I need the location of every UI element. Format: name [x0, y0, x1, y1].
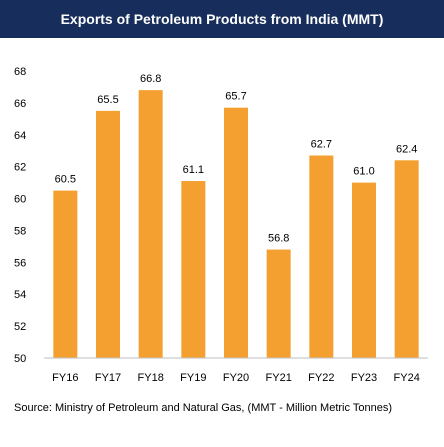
- bar-fy19: [181, 181, 206, 358]
- bar-fy17: [96, 110, 120, 358]
- x-tick-label: FY22: [308, 372, 334, 384]
- y-tick-label: 52: [14, 321, 26, 333]
- bar-fy18: [138, 90, 163, 358]
- bar-fy22: [309, 155, 334, 358]
- x-tick-label: FY19: [180, 372, 206, 384]
- y-tick-label: 56: [14, 257, 26, 269]
- x-tick-label: FY17: [95, 372, 121, 384]
- data-label: 61.0: [353, 166, 374, 178]
- source-note: Source: Ministry of Petroleum and Natura…: [14, 402, 392, 414]
- y-tick-label: 54: [14, 289, 26, 301]
- x-tick-label: FY18: [138, 372, 164, 384]
- data-label: 60.5: [55, 174, 76, 186]
- x-tick-label: FY24: [394, 372, 420, 384]
- y-tick-label: 50: [14, 353, 26, 365]
- y-tick-label: 64: [14, 130, 26, 142]
- y-tick-label: 60: [14, 194, 26, 206]
- chart-header: Exports of Petroleum Products from India…: [0, 0, 444, 38]
- data-label: 65.7: [225, 91, 246, 103]
- data-label: 66.8: [140, 73, 161, 85]
- x-tick-label: FY23: [351, 372, 377, 384]
- bar-fy16: [53, 190, 78, 358]
- data-label: 62.4: [396, 143, 417, 155]
- x-tick-label: FY20: [223, 372, 249, 384]
- x-tick-label: FY21: [266, 372, 292, 384]
- bar-fy23: [352, 182, 376, 358]
- y-tick-label: 62: [14, 162, 26, 174]
- bar-fy20: [224, 107, 248, 358]
- y-tick-label: 58: [14, 225, 26, 237]
- bar-chart: 50 52 54 56 58 60 62 64 66 68 60.5 65.5 66.8 61.1 65.…: [14, 66, 428, 384]
- data-label: 56.8: [268, 233, 289, 245]
- bar-fy24: [394, 160, 419, 358]
- data-label: 61.1: [183, 164, 204, 176]
- y-tick-label: 68: [14, 66, 26, 78]
- data-label: 65.5: [97, 94, 118, 106]
- data-labels-group: 60.5 65.5 66.8 61.1 65.7 56.8 62.7 61.0 62.4: [55, 73, 418, 244]
- bar-fy21: [266, 249, 291, 358]
- x-axis: FY16 FY17 FY18 FY19 FY20 FY21 FY22 FY23 FY24: [44, 357, 428, 384]
- x-tick-label: FY16: [52, 372, 78, 384]
- bars-group: [53, 90, 419, 358]
- y-axis: 50 52 54 56 58 60 62 64 66 68: [14, 66, 26, 365]
- chart-title: Exports of Petroleum Products from India…: [60, 11, 384, 27]
- y-tick-label: 66: [14, 98, 26, 110]
- data-label: 62.7: [311, 139, 332, 151]
